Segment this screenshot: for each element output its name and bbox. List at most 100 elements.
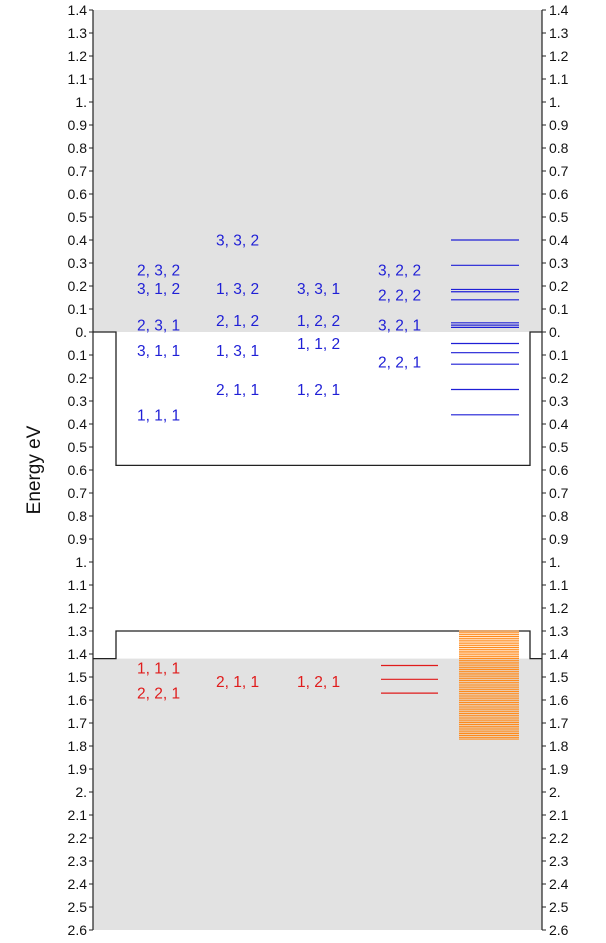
electron-state-label: 1, 2, 2	[297, 313, 340, 330]
right-tick-label: 1.2	[549, 48, 569, 64]
left-tick-label: 0.1	[68, 301, 88, 317]
right-tick-label: 1.5	[549, 669, 569, 685]
right-tick-label: 1.4	[549, 2, 569, 18]
left-tick-label: 0.3	[68, 393, 88, 409]
right-tick-label: 0.4	[549, 416, 569, 432]
left-tick-label: 0.8	[68, 140, 88, 156]
left-tick-label: 1.3	[68, 623, 88, 639]
left-tick-label: 0.4	[68, 232, 88, 248]
left-tick-label: 1.8	[68, 738, 88, 754]
right-tick-label: 1.7	[549, 715, 569, 731]
electron-state-label: 3, 1, 2	[137, 281, 180, 298]
electron-state-label: 3, 3, 1	[297, 281, 340, 298]
right-tick-label: 0.4	[549, 232, 569, 248]
left-tick-label: 2.4	[68, 876, 88, 892]
right-tick-label: 2.	[549, 784, 561, 800]
right-tick-label: 1.6	[549, 692, 569, 708]
right-tick-label: 2.1	[549, 807, 569, 823]
left-tick-label: 2.1	[68, 807, 88, 823]
hole-level-lines	[381, 664, 438, 694]
right-tick-label: 0.2	[549, 370, 569, 386]
left-axis: 1.4 1.3 1.2 1.1 1. 0.9 0.8 0.7 0.6 0.5 0.4 0.3 0.2 0.…	[68, 2, 94, 938]
left-tick-label: 1.3	[68, 25, 88, 41]
left-tick-label: 1.	[75, 554, 87, 570]
right-tick-label: 0.9	[549, 117, 569, 133]
right-tick-label: 1.8	[549, 738, 569, 754]
right-tick-label: 2.5	[549, 899, 569, 915]
left-tick-label: 0.7	[68, 163, 88, 179]
right-tick-label: 1.	[549, 554, 561, 570]
hole-state-label: 1, 1, 1	[137, 660, 180, 677]
left-tick-label: 1.2	[68, 600, 88, 616]
left-tick-label: 1.	[75, 94, 87, 110]
right-tick-label: 1.3	[549, 25, 569, 41]
left-tick-label: 1.5	[68, 669, 88, 685]
left-tick-label: 0.2	[68, 370, 88, 386]
left-tick-label: 0.9	[68, 117, 88, 133]
left-tick-label: 0.2	[68, 278, 88, 294]
right-tick-label: 0.3	[549, 393, 569, 409]
left-tick-label: 0.9	[68, 531, 88, 547]
left-tick-label: 0.7	[68, 485, 88, 501]
left-tick-label: 0.5	[68, 209, 88, 225]
electron-state-labels: 2, 3, 2 3, 1, 2 2, 3, 1 3, 1, 1 1, 1, 1 3, 3,…	[137, 233, 421, 425]
potential-profile	[93, 331, 542, 660]
right-tick-label: 0.8	[549, 140, 569, 156]
left-tick-label: 0.5	[68, 439, 88, 455]
left-tick-label: 2.2	[68, 830, 88, 846]
right-tick-label: 0.1	[549, 301, 569, 317]
band-fill-layer	[93, 10, 542, 930]
right-tick-label: 2.6	[549, 922, 569, 938]
hole-state-label: 2, 1, 1	[216, 674, 259, 691]
right-axis: 1.4 1.3 1.2 1.1 1. 0.9 0.8 0.7 0.6 0.5 0.4 0.3 0.2 0.…	[541, 2, 569, 938]
right-tick-label: 0.7	[549, 485, 569, 501]
electron-state-label: 2, 2, 1	[378, 354, 421, 371]
right-tick-label: 2.3	[549, 853, 569, 869]
right-tick-label: 1.1	[549, 71, 569, 87]
right-tick-label: 0.3	[549, 255, 569, 271]
right-tick-label: 0.6	[549, 186, 569, 202]
electron-state-label: 2, 2, 2	[378, 288, 421, 305]
electron-state-label: 3, 3, 2	[216, 233, 259, 250]
left-tick-label: 1.7	[68, 715, 88, 731]
right-tick-label: 1.3	[549, 623, 569, 639]
right-tick-label: 0.1	[549, 347, 569, 363]
right-tick-label: 0.5	[549, 439, 569, 455]
valence-well-outline	[93, 630, 542, 660]
left-tick-label: 1.1	[68, 71, 88, 87]
right-tick-label: 2.4	[549, 876, 569, 892]
left-tick-label: 1.4	[68, 646, 88, 662]
left-tick-label: 0.3	[68, 255, 88, 271]
left-tick-label: 1.1	[68, 577, 88, 593]
right-tick-label: 1.	[549, 94, 561, 110]
electron-state-label: 1, 3, 1	[216, 343, 259, 360]
hole-state-label: 2, 2, 1	[137, 686, 180, 703]
left-tick-label: 0.8	[68, 508, 88, 524]
left-tick-label: 1.4	[68, 2, 88, 18]
electron-level-lines	[451, 239, 519, 416]
electron-state-label: 2, 3, 2	[137, 262, 180, 279]
right-tick-label: 0.9	[549, 531, 569, 547]
left-tick-label: 1.6	[68, 692, 88, 708]
hole-state-label: 1, 2, 1	[297, 674, 340, 691]
right-tick-label: 1.2	[549, 600, 569, 616]
right-tick-label: 0.6	[549, 462, 569, 478]
right-tick-label: 0.8	[549, 508, 569, 524]
electron-state-label: 3, 2, 2	[378, 262, 421, 279]
right-tick-label: 0.2	[549, 278, 569, 294]
left-tick-label: 2.5	[68, 899, 88, 915]
conduction-band-region	[93, 10, 542, 332]
left-tick-label: 2.	[75, 784, 87, 800]
right-tick-label: 2.2	[549, 830, 569, 846]
electron-state-label: 2, 1, 1	[216, 382, 259, 399]
electron-state-label: 3, 1, 1	[137, 343, 180, 360]
right-tick-label: 0.5	[549, 209, 569, 225]
left-tick-label: 0.4	[68, 416, 88, 432]
left-tick-label: 2.6	[68, 922, 88, 938]
y-axis-title: Energy eV	[24, 425, 45, 514]
left-tick-label: 0.	[75, 324, 87, 340]
left-tick-label: 0.1	[68, 347, 88, 363]
right-tick-label: 1.4	[549, 646, 569, 662]
left-tick-label: 2.3	[68, 853, 88, 869]
